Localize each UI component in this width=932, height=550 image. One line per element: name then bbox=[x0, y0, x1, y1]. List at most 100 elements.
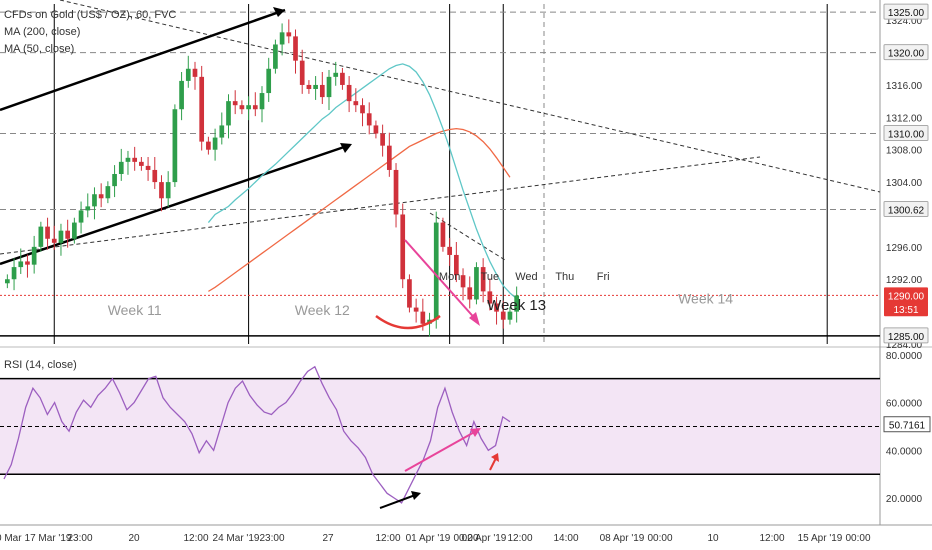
rsi-arrow bbox=[379, 493, 419, 509]
price-label: 13:51 bbox=[893, 305, 918, 316]
rsi-current-bg bbox=[883, 416, 931, 433]
time-tick-label: 12:00 bbox=[375, 533, 400, 544]
time-tick-label: 20 bbox=[128, 533, 140, 544]
week-label: Week 13 bbox=[487, 297, 546, 314]
candle-body bbox=[159, 182, 164, 199]
candle-body bbox=[393, 169, 399, 215]
candle-body bbox=[386, 145, 392, 170]
day-label: Thu bbox=[555, 271, 574, 283]
price-label: 1285.00 bbox=[888, 332, 925, 343]
week-label: Week 14 bbox=[678, 291, 733, 307]
candle-body bbox=[440, 222, 446, 247]
bottom-arc bbox=[375, 314, 441, 330]
candle-body bbox=[487, 291, 493, 304]
time-tick-label: 10 bbox=[707, 533, 719, 544]
candle-body bbox=[340, 72, 345, 85]
candle-body bbox=[494, 303, 499, 312]
price-label-bg bbox=[884, 301, 928, 317]
candle-body bbox=[5, 279, 10, 284]
candle-body bbox=[480, 267, 486, 292]
candle-body bbox=[400, 214, 406, 280]
price-label: 1325.00 bbox=[888, 8, 925, 19]
rsi-current-label: 50.7161 bbox=[889, 421, 926, 432]
time-tick-label: 00:00 bbox=[453, 533, 478, 544]
rsi-tick-label: 60.0000 bbox=[886, 399, 923, 410]
price-tick-label: 1312.00 bbox=[886, 113, 923, 124]
time-tick-label: 12:00 bbox=[507, 533, 532, 544]
rsi-line bbox=[3, 365, 511, 504]
candle-body bbox=[474, 267, 479, 300]
candle-body bbox=[467, 287, 473, 300]
price-tick-label: 1324.00 bbox=[886, 16, 923, 27]
price-label: 1300.62 bbox=[888, 205, 925, 216]
candle-body bbox=[38, 226, 44, 247]
candle-body bbox=[92, 194, 97, 207]
candle-body bbox=[199, 76, 205, 142]
candle-body bbox=[514, 295, 519, 312]
week-label: Week 12 bbox=[295, 302, 350, 318]
candle-body bbox=[433, 222, 439, 320]
channel-bottom-line bbox=[0, 143, 351, 266]
candle-body bbox=[239, 105, 245, 110]
price-label: 1320.00 bbox=[888, 49, 925, 60]
candle-body bbox=[85, 206, 91, 211]
rsi-tick-label: 80.0000 bbox=[886, 351, 923, 362]
day-label: Tue bbox=[481, 271, 500, 283]
candle-body bbox=[98, 194, 104, 199]
candle-body bbox=[112, 174, 117, 187]
candle-body bbox=[366, 113, 372, 126]
price-label-bg bbox=[883, 327, 929, 344]
legend-symbol: CFDs on Gold (US$ / OZ), 60, FVC bbox=[4, 9, 177, 21]
candle-body bbox=[206, 141, 211, 150]
candle-body bbox=[11, 267, 17, 280]
time-tick-label: 00:00 bbox=[845, 533, 870, 544]
time-tick-label: 23:00 bbox=[67, 533, 92, 544]
descending-trendline bbox=[59, 0, 881, 193]
day-label: Mon bbox=[439, 271, 460, 283]
week-label: Week 11 bbox=[108, 302, 162, 318]
candle-body bbox=[212, 137, 218, 150]
candle-body bbox=[500, 311, 506, 320]
legend-rsi: RSI (14, close) bbox=[4, 359, 77, 371]
time-tick-label: 01 Apr '19 bbox=[406, 533, 451, 544]
price-label-bg bbox=[883, 3, 929, 20]
candle-body bbox=[279, 32, 285, 45]
time-tick-label: 00:00 bbox=[647, 533, 672, 544]
candle-body bbox=[172, 109, 178, 183]
legend-ma50: MA (50, close) bbox=[4, 43, 75, 55]
candle-body bbox=[58, 230, 64, 243]
time-axis-bg bbox=[0, 525, 932, 550]
candle-body bbox=[420, 311, 426, 324]
candle-body bbox=[333, 72, 339, 77]
candle-body bbox=[65, 230, 71, 239]
day-label: Wed bbox=[515, 271, 537, 283]
price-tick-label: 1292.00 bbox=[886, 275, 923, 286]
candle-body bbox=[326, 76, 332, 98]
price-tick-label: 1284.00 bbox=[886, 340, 923, 351]
arrow-head bbox=[491, 453, 499, 462]
time-tick-label: 15 Apr '19 bbox=[798, 533, 843, 544]
rsi-tick-label: 40.0000 bbox=[886, 446, 923, 457]
candle-body bbox=[139, 161, 144, 166]
time-tick-label: 24 Mar '19 bbox=[213, 533, 260, 544]
candle-body bbox=[299, 60, 305, 85]
legend-ma200: MA (200, close) bbox=[4, 26, 81, 38]
candle-body bbox=[232, 101, 238, 106]
candle-body bbox=[132, 157, 138, 162]
time-tick-label: 14:00 bbox=[553, 533, 578, 544]
ma50-line bbox=[207, 63, 518, 300]
candle-body bbox=[78, 210, 84, 223]
arrow-head bbox=[469, 312, 480, 326]
time-tick-label: 10 Mar bbox=[0, 533, 22, 544]
candle-body bbox=[360, 105, 365, 114]
time-tick-label: 02 Apr '19 bbox=[462, 533, 507, 544]
time-tick-label: 12:00 bbox=[759, 533, 784, 544]
candle-body bbox=[453, 254, 459, 276]
candle-body bbox=[72, 222, 77, 239]
candle-body bbox=[31, 246, 37, 265]
candle-body bbox=[353, 101, 359, 106]
candle-body bbox=[380, 133, 385, 146]
arrow-head bbox=[411, 491, 421, 500]
